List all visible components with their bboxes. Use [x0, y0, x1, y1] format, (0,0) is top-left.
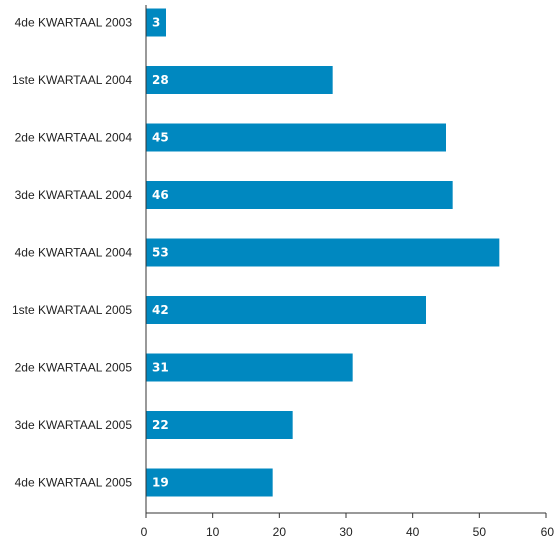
- x-tick-label-5: 50: [473, 525, 487, 539]
- category-label-0: 4de KWARTAAL 2003: [15, 16, 133, 30]
- bar-4: [146, 238, 500, 267]
- x-tick-label-1: 10: [206, 525, 220, 539]
- value-label-6: 31: [152, 361, 169, 375]
- category-label-group: 4de KWARTAAL 2003 1ste KWARTAAL 2004 2de K…: [12, 16, 132, 490]
- bar-0: [146, 8, 166, 37]
- category-label-2: 2de KWARTAAL 2004: [15, 131, 133, 145]
- value-label-3: 46: [152, 188, 169, 202]
- category-label-6: 2de KWARTAAL 2005: [15, 361, 133, 375]
- value-label-8: 19: [152, 476, 169, 490]
- category-label-7: 3de KWARTAAL 2005: [15, 418, 133, 432]
- category-label-8: 4de KWARTAAL 2005: [15, 476, 133, 490]
- bar-6: [146, 353, 353, 382]
- bar-1: [146, 66, 333, 94]
- bar-2: [146, 123, 446, 152]
- value-label-4: 53: [152, 246, 169, 260]
- bar-7: [146, 411, 293, 439]
- value-label-2: 45: [152, 131, 169, 145]
- x-tick-label-3: 30: [339, 525, 353, 539]
- category-label-1: 1ste KWARTAAL 2004: [12, 73, 132, 87]
- bar-5: [146, 296, 426, 324]
- category-label-3: 3de KWARTAAL 2004: [15, 188, 133, 202]
- category-label-4: 4de KWARTAAL 2004: [15, 246, 133, 260]
- x-tick-label-6: 60: [541, 525, 555, 539]
- x-tick-label-4: 40: [406, 525, 420, 539]
- value-label-1: 28: [152, 73, 169, 87]
- x-tick-label-2: 20: [273, 525, 287, 539]
- value-label-0: 3: [152, 16, 160, 30]
- bar-8: [146, 468, 273, 497]
- value-label-5: 42: [152, 303, 169, 317]
- bar-3: [146, 181, 453, 209]
- bar-group: [146, 8, 500, 497]
- value-label-7: 22: [152, 418, 169, 432]
- category-label-5: 1ste KWARTAAL 2005: [12, 303, 132, 317]
- x-tick-label-0: 0: [141, 525, 148, 539]
- value-label-group: 3 28 45 46 53 42 31 22 19: [152, 16, 169, 490]
- x-tick-label-group: 0 10 20 30 40 50 60: [141, 525, 555, 539]
- x-tick-group: [145, 513, 547, 518]
